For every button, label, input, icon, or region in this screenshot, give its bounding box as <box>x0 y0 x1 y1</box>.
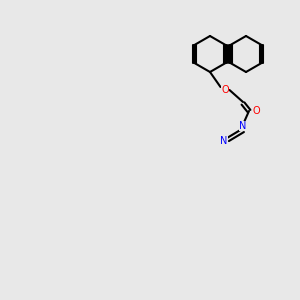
Text: N: N <box>220 136 227 146</box>
Text: O: O <box>253 106 260 116</box>
Text: O: O <box>221 85 229 95</box>
Text: N: N <box>239 121 247 131</box>
